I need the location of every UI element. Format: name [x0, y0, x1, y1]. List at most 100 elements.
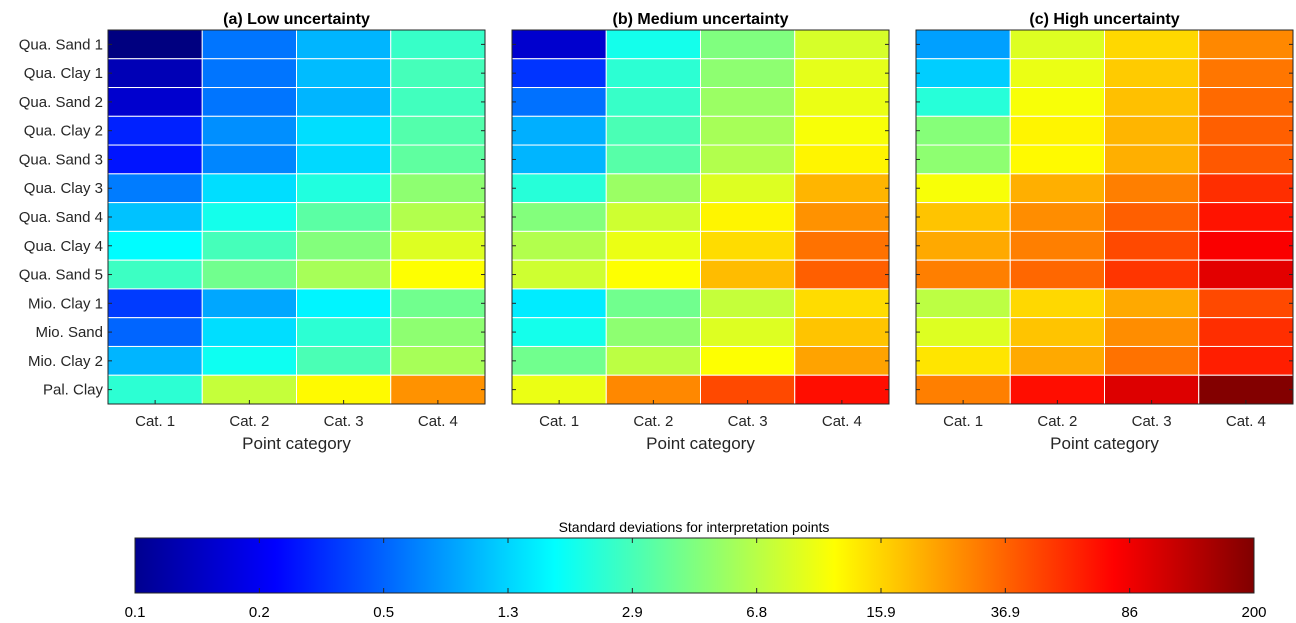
- heatmap-cell: [794, 374, 890, 405]
- heatmap-cell: [201, 87, 297, 117]
- heatmap-cell: [201, 202, 297, 232]
- y-tick-label: Qua. Clay 1: [24, 65, 103, 82]
- heatmap-cell: [201, 58, 297, 89]
- heatmap-cell: [605, 374, 701, 405]
- heatmap-cell: [1009, 288, 1105, 319]
- y-tick-label: Qua. Clay 4: [24, 238, 103, 255]
- y-tick-label: Pal. Clay: [43, 382, 104, 399]
- heatmap-cell: [794, 288, 890, 319]
- heatmap-cell: [794, 144, 890, 175]
- heatmap-panel-1: (a) Low uncertainty Cat. 1 Cat. 2 Cat. 3 Cat…: [19, 11, 486, 453]
- heatmap-cell: [1104, 317, 1200, 347]
- heatmap-cell: [700, 144, 796, 175]
- heatmap-cell: [605, 173, 701, 204]
- heatmap-panel-3: (c) High uncertainty Cat. 1 Cat. 2 Cat. 3 Ca…: [915, 11, 1294, 453]
- heatmap-cell: [794, 29, 890, 60]
- colorbar-tick-label: 86: [1121, 604, 1138, 621]
- heatmap-cell: [915, 317, 1011, 347]
- heatmap-panel-2: (b) Medium uncertainty Cat. 1 Cat. 2 Cat. 3…: [511, 11, 890, 453]
- heatmap-cell: [511, 115, 607, 146]
- x-tick-label: Cat. 4: [418, 413, 458, 430]
- x-tick-label: Cat. 2: [229, 413, 269, 430]
- heatmap-cell: [296, 230, 392, 261]
- x-tick-label: Cat. 2: [1037, 413, 1077, 430]
- heatmap-cell: [1198, 288, 1294, 319]
- heatmap-cell: [915, 115, 1011, 146]
- heatmap-cell: [1198, 58, 1294, 89]
- heatmap-cell: [1104, 173, 1200, 204]
- x-axis-label: Point category: [1050, 434, 1159, 453]
- heatmap-cell: [511, 202, 607, 232]
- heatmap-cell: [296, 58, 392, 89]
- heatmap-cell: [107, 29, 203, 60]
- heatmap-cell: [296, 317, 392, 347]
- heatmap-cell: [794, 230, 890, 261]
- heatmap-cell: [390, 202, 486, 232]
- heatmap-cell: [511, 317, 607, 347]
- x-tick-label: Cat. 1: [943, 413, 983, 430]
- heatmap-cell: [1198, 202, 1294, 232]
- heatmap-cell: [511, 288, 607, 319]
- x-tick-label: Cat. 3: [1132, 413, 1172, 430]
- colorbar-tick-label: 6.8: [746, 604, 767, 621]
- heatmap-cell: [605, 230, 701, 261]
- heatmap-cell: [794, 58, 890, 89]
- heatmap-cell: [1198, 259, 1294, 290]
- heatmap-cell: [915, 87, 1011, 117]
- x-tick-label: Cat. 1: [539, 413, 579, 430]
- heatmap-cell: [107, 144, 203, 175]
- heatmap-cell: [1009, 345, 1105, 376]
- heatmap-cell: [1198, 87, 1294, 117]
- heatmap-cell: [794, 173, 890, 204]
- heatmap-cell: [915, 288, 1011, 319]
- heatmap-cell: [915, 202, 1011, 232]
- heatmap-cell: [605, 144, 701, 175]
- heatmap-cell: [201, 259, 297, 290]
- heatmap-cell: [700, 58, 796, 89]
- heatmap-cell: [915, 374, 1011, 405]
- heatmap-cell: [794, 87, 890, 117]
- heatmap-cell: [1104, 58, 1200, 89]
- heatmap-cell: [296, 374, 392, 405]
- heatmap-cell: [1009, 230, 1105, 261]
- heatmap-cell: [700, 374, 796, 405]
- colorbar-ticks: 0.1 0.2 0.5 1.3 2.9 6.8 15.9 36.9 86 200: [125, 538, 1267, 621]
- y-tick-label: Qua. Clay 3: [24, 180, 103, 197]
- heatmap-cell: [107, 259, 203, 290]
- heatmap-cell: [107, 288, 203, 319]
- heatmap-cell: [107, 58, 203, 89]
- colorbar-tick-label: 36.9: [991, 604, 1020, 621]
- heatmap-cell: [296, 87, 392, 117]
- heatmap-cell: [794, 345, 890, 376]
- x-tick-label: Cat. 4: [1226, 413, 1266, 430]
- heatmap-cell: [511, 87, 607, 117]
- heatmap-cell: [511, 144, 607, 175]
- y-tick-label: Qua. Sand 2: [19, 94, 103, 111]
- colorbar-tick-label: 0.5: [373, 604, 394, 621]
- x-tick-label: Cat. 2: [633, 413, 673, 430]
- heatmap-cell: [390, 29, 486, 60]
- y-tick-label: Qua. Sand 3: [19, 151, 103, 168]
- y-tick-label: Qua. Sand 5: [19, 267, 103, 284]
- heatmap-cell: [201, 173, 297, 204]
- heatmap-cell: [511, 230, 607, 261]
- heatmap-cell: [107, 202, 203, 232]
- heatmap-cell: [107, 345, 203, 376]
- heatmap-cell: [511, 58, 607, 89]
- heatmap-cell: [201, 230, 297, 261]
- heatmap-cell: [700, 202, 796, 232]
- colorbar-tick-label: 200: [1241, 604, 1266, 621]
- heatmap-cell: [390, 374, 486, 405]
- heatmap-cell: [915, 144, 1011, 175]
- colorbar-tick-label: 2.9: [622, 604, 643, 621]
- panel-title: (a) Low uncertainty: [223, 11, 370, 28]
- heatmap-cell: [1009, 29, 1105, 60]
- heatmap-cell: [605, 259, 701, 290]
- colorbar-title: Standard deviations for interpretation p…: [559, 519, 830, 535]
- heatmap-cell: [605, 87, 701, 117]
- heatmap-cell: [1104, 230, 1200, 261]
- heatmap-cell: [1104, 259, 1200, 290]
- heatmap-cell: [201, 144, 297, 175]
- heatmap-cell: [511, 259, 607, 290]
- heatmap-cell: [296, 202, 392, 232]
